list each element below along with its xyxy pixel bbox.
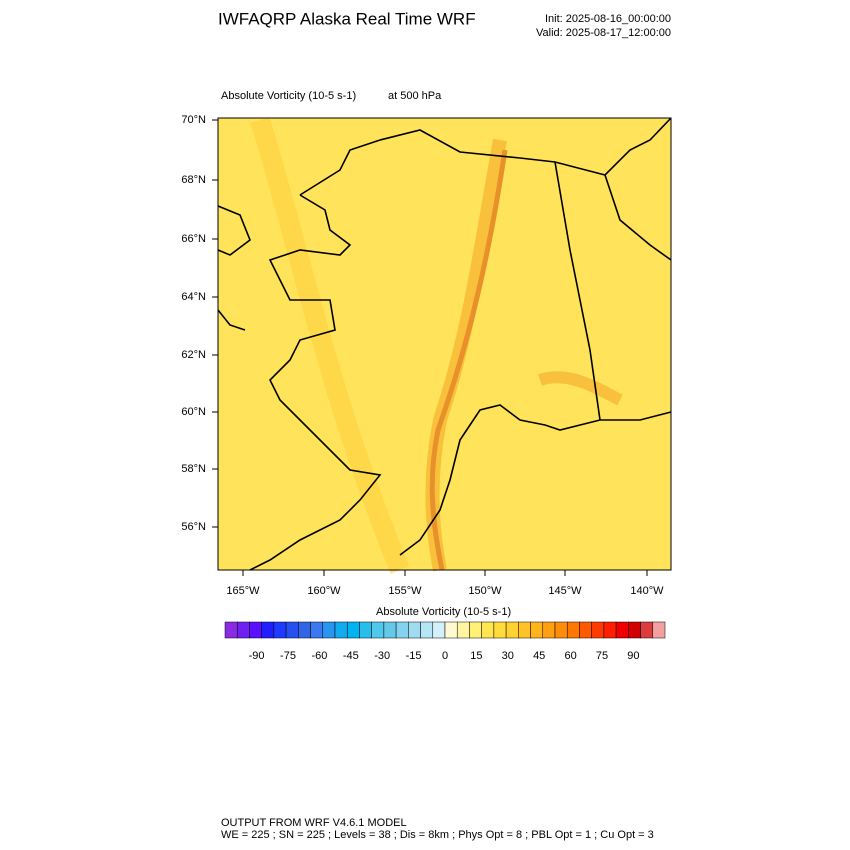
colorbar-label: -90 xyxy=(249,650,265,662)
colorbar-box xyxy=(554,621,568,639)
coastline xyxy=(217,309,246,331)
colorbar-box xyxy=(261,621,275,639)
colorbar-box xyxy=(334,621,348,639)
footer-line: OUTPUT FROM WRF V4.6.1 MODEL xyxy=(221,817,407,829)
lat-label: 70°N xyxy=(181,114,206,126)
colorbar-box xyxy=(493,621,507,639)
colorbar-box xyxy=(505,621,519,639)
colorbar-box xyxy=(566,621,580,639)
colorbar-box xyxy=(371,621,385,639)
colorbar-label: 0 xyxy=(442,650,448,662)
coastline xyxy=(299,117,672,196)
colorbar-box xyxy=(615,621,629,639)
colorbar-box xyxy=(285,621,299,639)
field-name: Absolute Vorticity (10-5 s-1) xyxy=(221,90,356,102)
colorbar-box xyxy=(383,621,397,639)
lon-label: 165°W xyxy=(226,585,260,597)
colorbar-box xyxy=(481,621,495,639)
colorbar-label: 30 xyxy=(502,650,514,662)
field-band xyxy=(429,149,508,571)
colorbar-label: 45 xyxy=(533,650,545,662)
colorbar-label: -75 xyxy=(280,650,296,662)
colorbar-label: -45 xyxy=(343,650,359,662)
colorbar-box xyxy=(359,621,372,639)
lat-label: 62°N xyxy=(181,349,206,361)
colorbar-box xyxy=(628,621,641,639)
lat-label: 68°N xyxy=(181,174,206,186)
colorbar-box xyxy=(346,621,360,639)
colorbar-label: 60 xyxy=(564,650,576,662)
colorbar-box xyxy=(591,621,605,639)
field-band xyxy=(250,117,410,574)
colorbar-box xyxy=(444,621,458,639)
coastline xyxy=(249,194,382,571)
colorbar-label: -30 xyxy=(374,650,390,662)
colorbar-box xyxy=(652,621,666,639)
lat-label: 56°N xyxy=(181,521,206,533)
colorbar-box xyxy=(579,621,592,639)
colorbar-box xyxy=(469,621,482,639)
lon-label: 160°W xyxy=(307,585,341,597)
colorbar-label: -15 xyxy=(406,650,422,662)
colorbar-box xyxy=(322,621,336,639)
colorbar-box xyxy=(249,621,262,639)
colorbar-box xyxy=(542,621,556,639)
border xyxy=(554,161,601,421)
footer-line: WE = 225 ; SN = 225 ; Levels = 38 ; Dis … xyxy=(221,829,654,841)
init-time: Init: 2025-08-16_00:00:00 xyxy=(545,13,671,25)
colorbar-box xyxy=(310,621,324,639)
lat-label: 64°N xyxy=(181,291,206,303)
colorbar-box xyxy=(518,621,531,639)
colorbar-box xyxy=(640,621,654,639)
colorbar-label: 90 xyxy=(627,650,639,662)
field-level: at 500 hPa xyxy=(388,90,442,102)
colorbar-box xyxy=(298,621,311,639)
map-frame xyxy=(217,117,672,571)
lon-label: 150°W xyxy=(468,585,502,597)
field-band xyxy=(538,371,623,406)
valid-time: Valid: 2025-08-17_12:00:00 xyxy=(536,27,671,39)
coastline xyxy=(217,205,251,256)
colorbar-label: -60 xyxy=(311,650,327,662)
colorbar-box xyxy=(395,621,409,639)
map xyxy=(217,117,672,574)
coastline xyxy=(604,174,672,261)
lon-label: 140°W xyxy=(630,585,664,597)
lat-label: 58°N xyxy=(181,463,206,475)
colorbar-box xyxy=(273,621,287,639)
colorbar-box xyxy=(530,621,544,639)
colorbar-label: 75 xyxy=(596,650,608,662)
colorbar-box xyxy=(432,621,446,639)
colorbar-box xyxy=(408,621,421,639)
lon-label: 155°W xyxy=(388,585,422,597)
lat-label: 60°N xyxy=(181,406,206,418)
lat-label: 66°N xyxy=(181,233,206,245)
lon-label: 145°W xyxy=(548,585,582,597)
colorbar-box xyxy=(236,621,250,639)
title: IWFAQRP Alaska Real Time WRF xyxy=(218,9,476,28)
colorbar-box xyxy=(456,621,470,639)
colorbar-label: 15 xyxy=(470,650,482,662)
colorbar-box xyxy=(603,621,617,639)
colorbar-title: Absolute Vorticity (10-5 s-1) xyxy=(376,606,511,618)
colorbar-box xyxy=(420,621,434,639)
colorbar-box xyxy=(224,621,238,639)
